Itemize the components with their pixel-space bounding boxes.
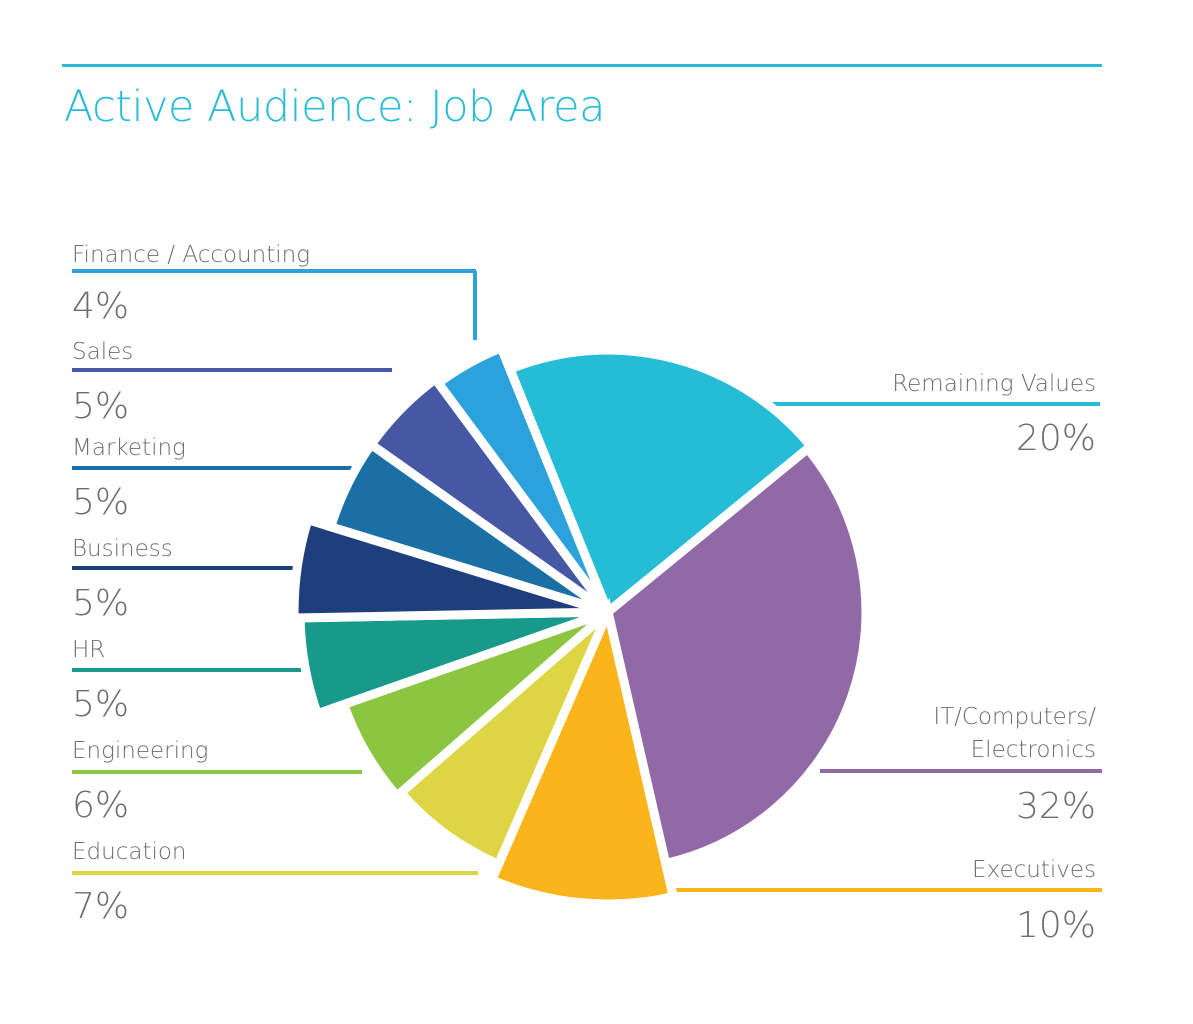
pie-slice-it-computers	[602, 442, 871, 869]
slice-value-label: 4%	[72, 286, 129, 327]
slice-value-label: 7%	[72, 886, 129, 927]
slice-label: Electronics	[971, 737, 1096, 763]
pie-slice-finance-accounting	[432, 341, 613, 615]
slice-value-label: 5%	[72, 386, 129, 427]
slice-label: Marketing	[72, 435, 186, 461]
pie-slice-executives	[485, 597, 679, 909]
slice-label: Sales	[72, 339, 133, 365]
slice-value-label: 6%	[72, 785, 129, 826]
slice-label: Remaining Values	[892, 371, 1096, 397]
slice-label: Education	[72, 839, 187, 865]
slice-label: Finance / Accounting	[72, 242, 310, 268]
slice-value-label: 32%	[1016, 786, 1096, 827]
slice-value-label: 10%	[1016, 905, 1096, 946]
slice-label: IT/Computers/	[933, 704, 1096, 730]
slice-value-label: 5%	[72, 684, 129, 725]
slice-label: HR	[72, 637, 105, 663]
pie-slice-sales	[364, 372, 612, 616]
slice-value-label: 5%	[72, 583, 129, 624]
slice-value-label: 20%	[1016, 418, 1096, 459]
slice-value-label: 5%	[72, 482, 129, 523]
slice-label: Business	[72, 536, 173, 562]
chart-title: Active Audience: Job Area	[64, 82, 605, 132]
title-rule	[62, 64, 1102, 67]
slice-label: Engineering	[72, 738, 208, 764]
slice-label: Executives	[972, 857, 1096, 883]
